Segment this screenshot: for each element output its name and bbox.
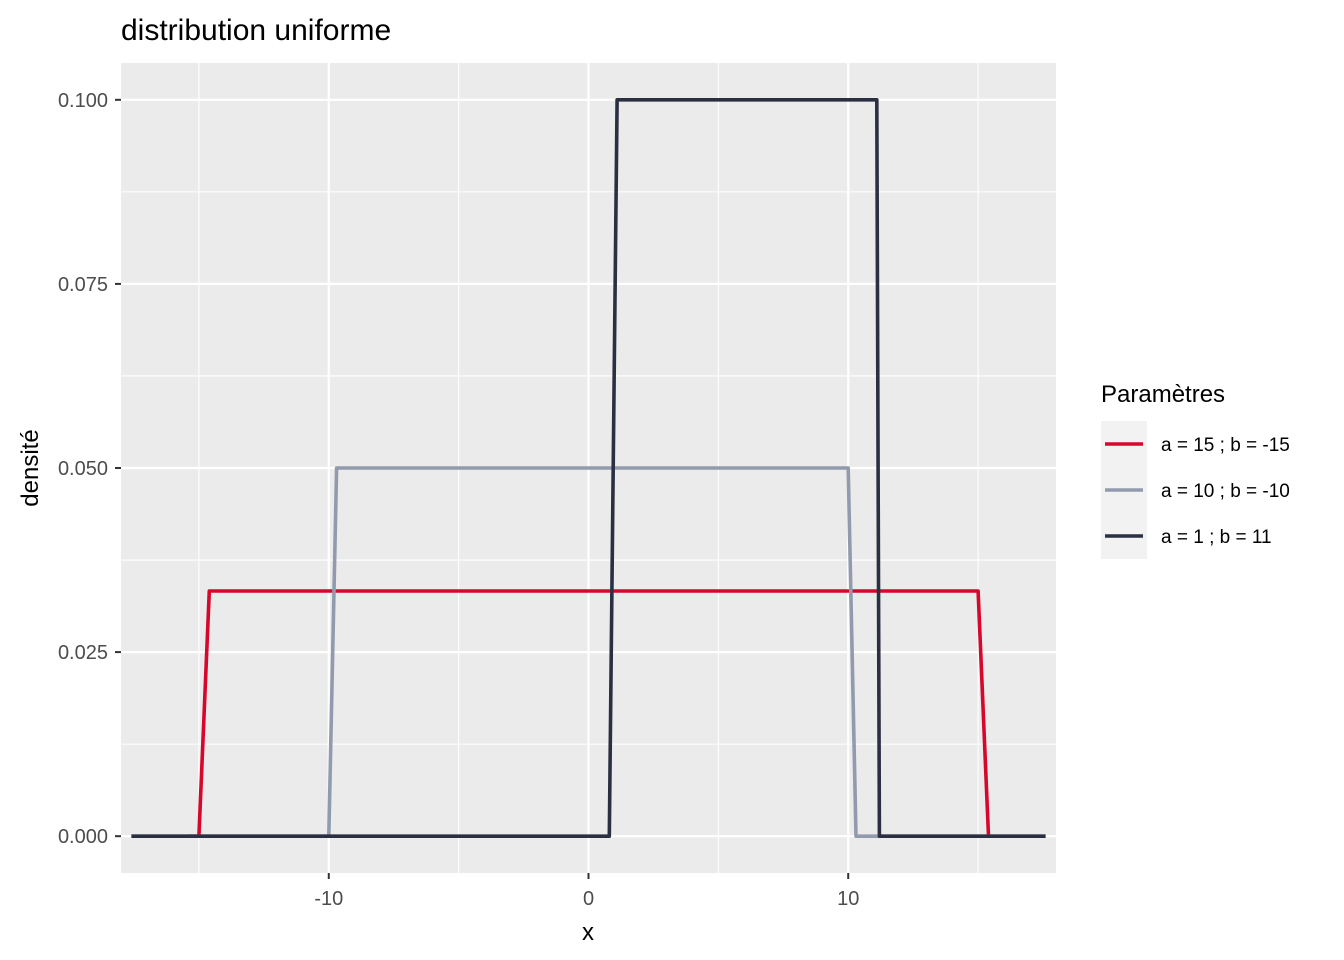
y-tick-label: 0.050	[58, 458, 108, 480]
y-axis: 0.000 0.025 0.050 0.075 0.100	[58, 90, 121, 848]
y-tick-label: 0.100	[58, 90, 108, 112]
legend-label-1: a = 15 ; b = -15	[1161, 435, 1290, 456]
y-tick-label: 0.025	[58, 642, 108, 664]
x-axis-title: x	[582, 919, 594, 946]
x-tick-label: -10	[314, 888, 343, 910]
legend-label-3: a = 1 ; b = 11	[1161, 527, 1272, 548]
y-axis-title: densité	[17, 429, 44, 506]
legend-title: Paramètres	[1101, 381, 1225, 408]
x-axis: -10 0 10	[314, 873, 859, 910]
x-tick-label: 0	[583, 888, 594, 910]
series-lines	[131, 98, 1046, 838]
series-line-3	[131, 98, 1046, 838]
legend: Paramètres a = 15 ; b = -15 a = 10 ; b = …	[1101, 381, 1290, 559]
legend-label-2: a = 10 ; b = -10	[1161, 481, 1290, 502]
y-tick-label: 0.000	[58, 826, 108, 848]
y-tick-label: 0.075	[58, 274, 108, 296]
x-tick-label: 10	[837, 888, 859, 910]
chart-title: distribution uniforme	[121, 14, 391, 47]
